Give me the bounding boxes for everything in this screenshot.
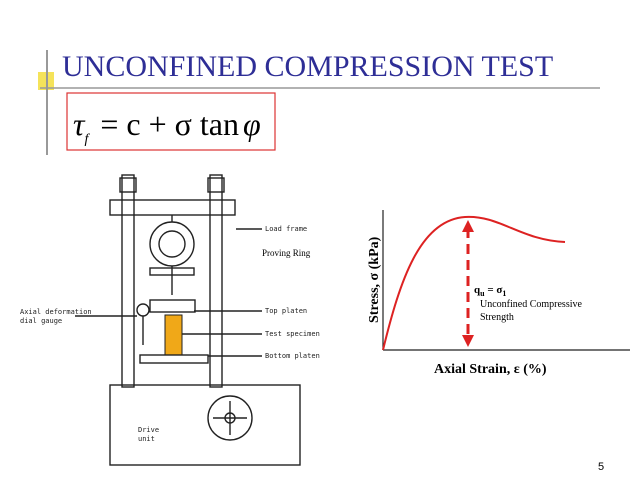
formula-box bbox=[66, 92, 276, 151]
label-load-frame: Load frame bbox=[265, 225, 307, 233]
q-sub: u bbox=[480, 289, 485, 298]
label-top-platen: Top platen bbox=[265, 307, 307, 315]
ring-label-bg bbox=[258, 245, 314, 259]
q: q bbox=[474, 284, 481, 296]
page-number: 5 bbox=[598, 461, 604, 473]
label-drive-unit: unit bbox=[138, 435, 155, 443]
eq: = σ bbox=[485, 284, 503, 296]
tau-sub: f bbox=[84, 132, 90, 147]
title: UNCONFINED COMPRESSION TEST bbox=[62, 50, 553, 83]
sigma-sub: 1 bbox=[502, 289, 506, 298]
phi: φ bbox=[243, 106, 261, 142]
label-dial-gauge: dial gauge bbox=[20, 317, 62, 325]
label-bottom-platen: Bottom platen bbox=[265, 352, 320, 360]
label-dial-gauge: Axial deformation bbox=[20, 308, 92, 316]
label-drive-unit: Drive bbox=[138, 426, 159, 434]
x-axis-label: Axial Strain, ε (%) bbox=[434, 362, 547, 377]
annotation-text: Strength bbox=[480, 312, 514, 323]
tau: τ bbox=[73, 106, 86, 142]
label-proving-ring: Proving Ring bbox=[262, 248, 311, 258]
y-axis-label: Stress, σ (kPa) bbox=[367, 236, 382, 323]
annotation-q: qu = σ1 bbox=[474, 284, 506, 298]
apparatus bbox=[75, 174, 301, 466]
graph bbox=[382, 210, 630, 351]
label-test-specimen: Test specimen bbox=[265, 330, 320, 338]
formula: τf = c + σ tan φ bbox=[73, 106, 261, 147]
formula-rest: = c + σ tan bbox=[100, 106, 239, 142]
annotation-text: Unconfined Compressive bbox=[480, 299, 582, 310]
